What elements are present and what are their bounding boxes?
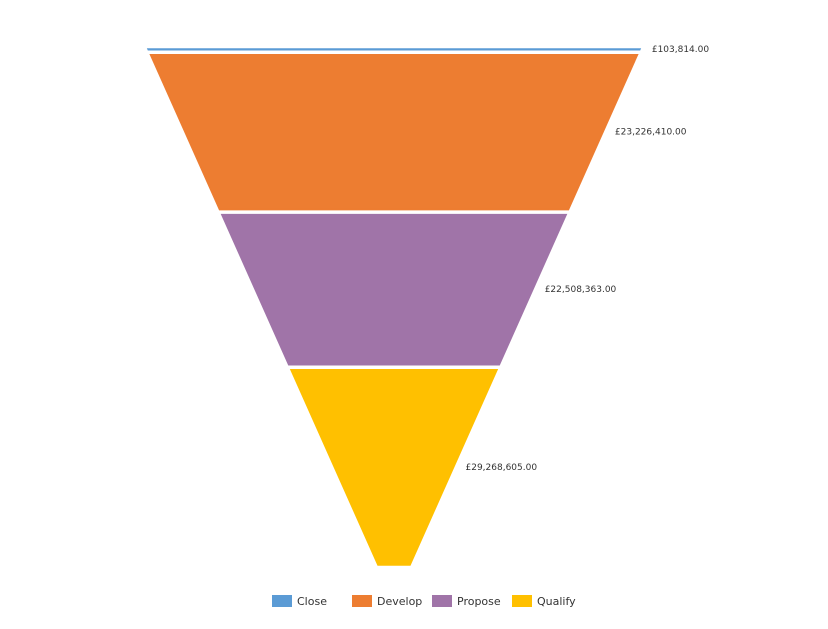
legend-swatch — [512, 595, 532, 607]
legend-label: Develop — [377, 595, 422, 608]
legend-label: Propose — [457, 595, 501, 608]
value-label: £29,268,605.00 — [466, 463, 538, 473]
funnel-segment — [220, 213, 568, 366]
funnel-segment — [149, 53, 639, 211]
funnel-segment — [289, 369, 499, 566]
legend-swatch — [272, 595, 292, 607]
legend-swatch — [432, 595, 452, 607]
legend-swatch — [352, 595, 372, 607]
legend-label: Close — [297, 595, 327, 608]
value-label: £22,508,363.00 — [545, 285, 617, 295]
legend-label: Qualify — [537, 595, 576, 608]
value-label: £103,814.00 — [652, 45, 710, 55]
funnel-segment — [146, 48, 642, 51]
value-label: £23,226,410.00 — [615, 128, 687, 138]
